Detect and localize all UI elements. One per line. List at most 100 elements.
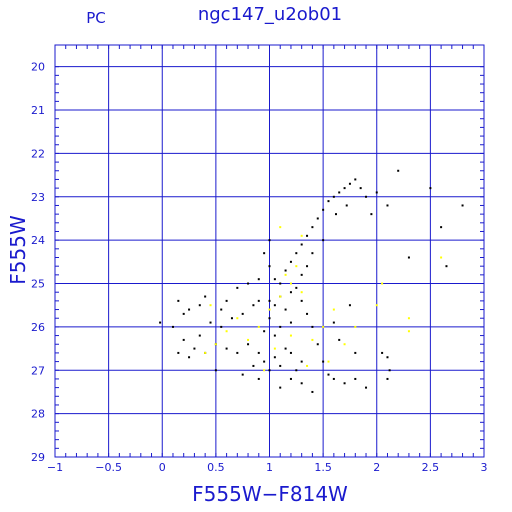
corner-label: PC xyxy=(86,9,106,27)
y-tick-label: 21 xyxy=(31,104,45,117)
scatter-point xyxy=(247,282,250,285)
y-tick-label: 25 xyxy=(31,278,45,291)
y-tick-label: 29 xyxy=(31,451,45,464)
scatter-point xyxy=(345,204,348,207)
scatter-point xyxy=(354,178,357,181)
scatter-point xyxy=(429,187,432,190)
scatter-point xyxy=(343,343,346,346)
scatter-point xyxy=(236,317,239,320)
scatter-point xyxy=(279,226,282,229)
scatter-point xyxy=(236,351,239,354)
y-tick-label: 20 xyxy=(31,61,45,74)
scatter-point xyxy=(348,182,351,185)
scatter-point xyxy=(306,265,309,268)
scatter-point xyxy=(159,321,162,324)
scatter-point xyxy=(332,321,335,324)
scatter-point xyxy=(338,338,341,341)
scatter-point xyxy=(332,195,335,198)
scatter-point xyxy=(171,325,174,328)
scatter-point xyxy=(247,343,250,346)
scatter-point xyxy=(289,260,292,263)
scatter-point xyxy=(354,377,357,380)
scatter-point xyxy=(300,360,303,363)
scatter-point xyxy=(225,299,228,302)
scatter-point xyxy=(263,252,266,255)
y-axis-label: F555W xyxy=(6,215,30,285)
scatter-points xyxy=(159,169,464,393)
scatter-point xyxy=(289,321,292,324)
scatter-point xyxy=(204,351,207,354)
x-tick-label: 0 xyxy=(159,461,166,474)
scatter-point xyxy=(279,325,282,328)
scatter-point xyxy=(257,351,260,354)
scatter-point xyxy=(182,338,185,341)
scatter-point xyxy=(365,195,368,198)
scatter-point xyxy=(279,386,282,389)
scatter-point xyxy=(273,347,276,350)
scatter-point xyxy=(279,295,282,298)
scatter-point xyxy=(381,282,384,285)
scatter-point xyxy=(268,299,271,302)
scatter-point xyxy=(322,360,325,363)
scatter-point xyxy=(284,273,287,276)
x-tick-label: 1 xyxy=(266,461,273,474)
chart-title: ngc147_u2ob01 xyxy=(198,4,342,25)
scatter-point xyxy=(204,295,207,298)
scatter-point xyxy=(354,325,357,328)
scatter-point xyxy=(257,299,260,302)
x-axis-label: F555W−F814W xyxy=(192,482,348,506)
scatter-point xyxy=(461,204,464,207)
scatter-point xyxy=(268,308,271,311)
scatter-point xyxy=(273,304,276,307)
scatter-point xyxy=(220,325,223,328)
scatter-point xyxy=(284,347,287,350)
scatter-point xyxy=(198,334,201,337)
scatter-point xyxy=(214,369,217,372)
x-tick-label: −0.5 xyxy=(95,461,122,474)
scatter-point xyxy=(440,256,443,259)
x-tick-label: −1 xyxy=(47,461,63,474)
x-tick-label: 1.5 xyxy=(314,461,332,474)
x-axis-ticks: −1 −0.5 0 0.5 1 1.5 2 2.5 3 xyxy=(47,45,488,474)
scatter-point xyxy=(214,343,217,346)
scatter-point xyxy=(289,334,292,337)
scatter-point xyxy=(322,239,325,242)
scatter-point xyxy=(300,299,303,302)
scatter-point xyxy=(311,390,314,393)
scatter-point xyxy=(375,191,378,194)
scatter-point xyxy=(247,338,250,341)
scatter-point xyxy=(343,187,346,190)
scatter-point xyxy=(273,356,276,359)
scatter-point xyxy=(225,330,228,333)
y-tick-label: 26 xyxy=(31,321,45,334)
scatter-point xyxy=(182,312,185,315)
scatter-point xyxy=(284,308,287,311)
scatter-point xyxy=(263,369,266,372)
scatter-point xyxy=(316,343,319,346)
y-tick-label: 24 xyxy=(31,234,45,247)
scatter-point xyxy=(332,308,335,311)
scatter-point xyxy=(300,291,303,294)
scatter-point xyxy=(177,299,180,302)
scatter-point xyxy=(370,213,373,216)
scatter-point xyxy=(334,213,337,216)
scatter-point xyxy=(273,278,276,281)
scatter-point xyxy=(289,377,292,380)
scatter-point xyxy=(386,377,389,380)
scatter-point xyxy=(284,269,287,272)
scatter-point xyxy=(306,234,309,237)
scatter-point xyxy=(327,360,330,363)
scatter-point xyxy=(327,373,330,376)
scatter-point xyxy=(188,308,191,311)
scatter-point xyxy=(300,382,303,385)
scatter-point xyxy=(322,208,325,211)
scatter-point xyxy=(252,364,255,367)
scatter-point xyxy=(343,382,346,385)
scatter-point xyxy=(295,286,298,289)
scatter-point xyxy=(386,204,389,207)
scatter-point xyxy=(381,351,384,354)
scatter-point xyxy=(268,239,271,242)
scatter-point xyxy=(220,308,223,311)
